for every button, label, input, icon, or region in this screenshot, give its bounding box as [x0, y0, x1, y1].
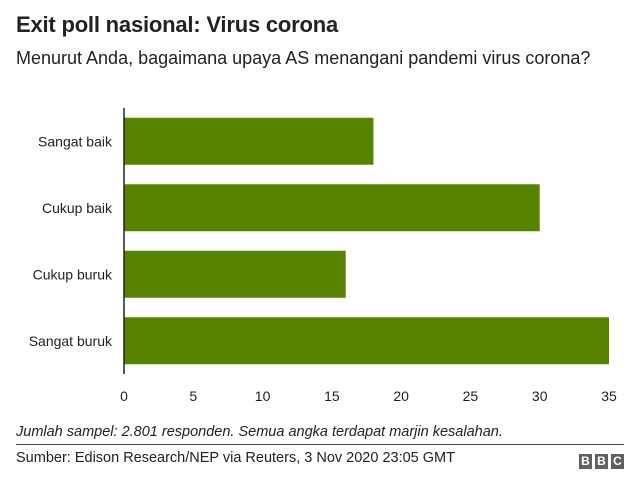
category-label-2: Cukup buruk [33, 266, 113, 282]
bar-chart: Sangat baik Cukup baik Cukup buruk Sangat b… [29, 108, 617, 404]
x-tick-label-3: 15 [324, 388, 340, 404]
bar-2 [124, 250, 346, 298]
category-label-0: Sangat baik [38, 133, 113, 149]
x-tick-label-2: 10 [255, 388, 271, 404]
chart-subtitle: Menurut Anda, bagaimana upaya AS menanga… [16, 48, 591, 68]
x-tick-label-6: 30 [532, 388, 548, 404]
bbc-logo-b1: B [579, 454, 592, 469]
sample-note: Jumlah sampel: 2.801 responden. Semua an… [16, 424, 503, 440]
x-tick-label-4: 20 [393, 388, 409, 404]
bar-1 [124, 184, 540, 232]
source-text: Sumber: Edison Research/NEP via Reuters,… [16, 450, 455, 466]
bar-0 [124, 117, 374, 165]
bbc-logo: B B C [579, 454, 624, 469]
x-tick-label-7: 35 [601, 388, 617, 404]
category-label-1: Cukup baik [42, 200, 113, 216]
x-tick-label-5: 25 [463, 388, 479, 404]
bbc-logo-b2: B [595, 454, 608, 469]
footer-divider [16, 444, 624, 445]
category-label-3: Sangat buruk [29, 333, 113, 349]
x-tick-label-1: 5 [189, 388, 197, 404]
bbc-logo-c: C [611, 454, 624, 469]
chart-title: Exit poll nasional: Virus corona [16, 12, 339, 37]
x-tick-label-0: 0 [120, 388, 128, 404]
bar-3 [124, 317, 609, 365]
